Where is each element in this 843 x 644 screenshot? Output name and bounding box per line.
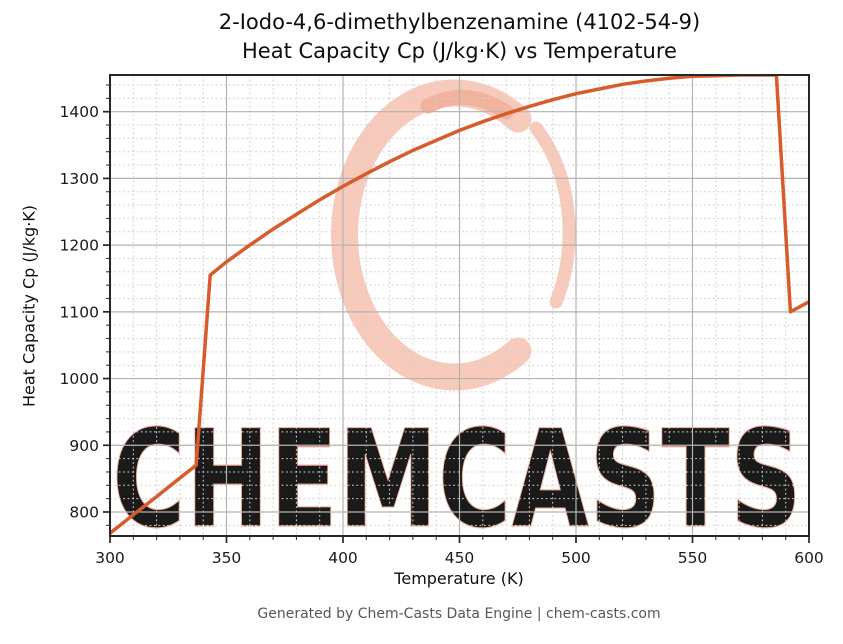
footer-text: Generated by Chem-Casts Data Engine | ch… [257,606,661,622]
chart-title-line2: Heat Capacity Cp (J/kg·K) vs Temperature [242,39,677,63]
y-tick-label: 1000 [60,370,99,388]
y-tick-label: 1300 [60,170,99,188]
x-tick-label: 500 [561,549,591,567]
x-tick-label: 300 [95,549,125,567]
watermark-text: CHEMCASTS [112,401,802,558]
chemcasts-logo-watermark [331,79,532,391]
chemcasts-watermark: CHEMCASTS [111,79,803,559]
x-tick-label: 350 [212,549,242,567]
y-axis-label: Heat Capacity Cp (J/kg·K) [19,204,39,408]
chart-title: 2-Iodo-4,6-dimethylbenzenamine (4102-54-… [110,8,809,66]
y-tick-label: 1400 [60,103,99,121]
x-tick-label: 550 [678,549,708,567]
x-tick-label: 600 [794,549,824,567]
x-tick-label: 450 [445,549,475,567]
chart-title-line1: 2-Iodo-4,6-dimethylbenzenamine (4102-54-… [218,10,701,34]
x-axis-label: Temperature (K) [394,569,524,588]
y-tick-label: 1100 [60,303,99,321]
y-tick-label: 900 [69,437,99,455]
y-tick-label: 800 [69,503,99,521]
logo-accent-flick [420,89,514,120]
logo-accent-crescent [529,121,576,309]
x-tick-label: 400 [328,549,358,567]
y-tick-label: 1200 [60,237,99,255]
